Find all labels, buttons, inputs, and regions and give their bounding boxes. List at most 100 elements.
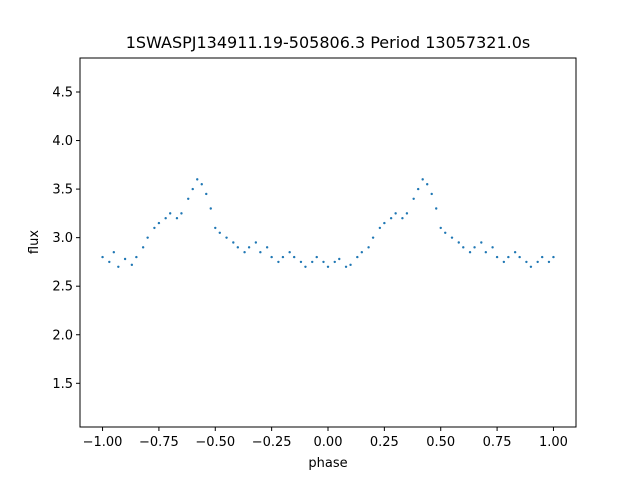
plot-frame <box>79 57 577 428</box>
data-point <box>236 246 240 249</box>
data-point <box>205 192 208 196</box>
data-point <box>349 263 352 267</box>
data-point <box>547 260 551 264</box>
data-point <box>277 260 280 264</box>
data-point <box>247 246 251 249</box>
data-point <box>356 255 359 259</box>
data-point <box>281 255 285 259</box>
y-axis-ticks: 1.5 2.0 2.5 3.0 3.5 4.0 4.5 <box>52 85 80 392</box>
y-axis-label: flux <box>27 230 42 254</box>
data-point <box>439 226 442 230</box>
data-point <box>401 217 404 220</box>
data-point <box>175 217 179 220</box>
data-point <box>153 226 156 230</box>
data-point <box>513 251 517 254</box>
x-axis-ticks: −1.00 −0.75 −0.50 −0.25 0.00 0.25 0.50 0.75 1.00 <box>83 427 568 450</box>
data-point <box>243 251 246 254</box>
x-tick-label: −0.50 <box>195 435 235 450</box>
data-point <box>164 217 167 220</box>
data-point <box>130 263 134 267</box>
data-point <box>518 255 521 259</box>
data-point <box>480 241 483 244</box>
y-tick-label: 1.5 <box>52 377 73 392</box>
data-point <box>338 257 341 261</box>
data-point <box>450 236 454 239</box>
data-point <box>371 236 375 239</box>
data-point <box>430 192 433 196</box>
data-point <box>473 246 476 249</box>
x-tick-label: −0.25 <box>252 435 292 450</box>
x-axis-label: phase <box>308 456 347 471</box>
data-point <box>491 246 494 249</box>
data-point <box>540 255 544 259</box>
data-point <box>525 260 528 264</box>
y-tick-label: 3.5 <box>52 183 73 198</box>
data-point <box>135 255 138 259</box>
data-point <box>457 241 460 244</box>
data-point <box>484 251 488 254</box>
data-point <box>405 212 409 215</box>
data-point <box>270 255 273 259</box>
x-tick-label: 0.75 <box>483 435 512 450</box>
data-point <box>146 236 149 239</box>
y-tick-label: 4.0 <box>52 134 73 149</box>
data-point <box>416 187 420 191</box>
data-point <box>412 197 415 200</box>
data-point <box>117 265 120 268</box>
data-point <box>180 212 183 215</box>
data-point <box>394 212 397 215</box>
x-tick-label: −0.75 <box>139 435 179 450</box>
x-tick-label: −1.00 <box>83 435 123 450</box>
data-point <box>322 260 325 264</box>
data-point <box>529 265 533 268</box>
x-tick-label: 0.00 <box>314 435 343 450</box>
data-point <box>536 260 539 264</box>
data-point <box>200 183 203 186</box>
y-tick-label: 2.0 <box>52 328 73 343</box>
data-point <box>292 255 296 259</box>
x-tick-label: 1.00 <box>539 435 568 450</box>
data-point <box>462 246 465 249</box>
data-point <box>383 221 386 225</box>
data-point <box>421 178 424 181</box>
data-point <box>507 255 510 259</box>
data-point <box>101 255 104 259</box>
scatter-points <box>101 178 555 268</box>
data-point <box>232 241 235 244</box>
data-point <box>552 255 555 259</box>
data-point <box>299 260 303 264</box>
data-point <box>426 183 429 186</box>
data-point <box>218 231 221 234</box>
data-point <box>225 236 228 239</box>
data-point <box>168 212 172 215</box>
data-point <box>254 241 258 244</box>
data-point <box>367 246 370 249</box>
data-point <box>191 187 194 191</box>
chart-title: 1SWASPJ134911.19-505806.3 Period 1305732… <box>126 33 531 52</box>
data-point <box>435 207 438 210</box>
y-tick-label: 2.5 <box>52 280 73 295</box>
data-point <box>444 231 447 234</box>
data-point <box>123 257 127 261</box>
data-point <box>389 217 393 220</box>
data-point <box>468 251 472 254</box>
data-point <box>288 251 291 254</box>
y-tick-label: 3.0 <box>52 231 73 246</box>
y-tick-label: 4.5 <box>52 85 73 100</box>
x-tick-label: 0.25 <box>370 435 399 450</box>
data-point <box>141 246 145 249</box>
data-point <box>209 207 212 210</box>
data-point <box>214 226 217 230</box>
data-point <box>360 251 364 254</box>
data-point <box>344 265 348 268</box>
data-point <box>265 246 269 249</box>
data-point <box>112 251 116 254</box>
x-tick-label: 0.50 <box>426 435 455 450</box>
data-point <box>502 260 506 264</box>
data-point <box>311 260 314 264</box>
data-point <box>315 255 318 259</box>
data-point <box>378 226 382 230</box>
data-point <box>259 251 262 254</box>
data-point <box>495 255 499 259</box>
